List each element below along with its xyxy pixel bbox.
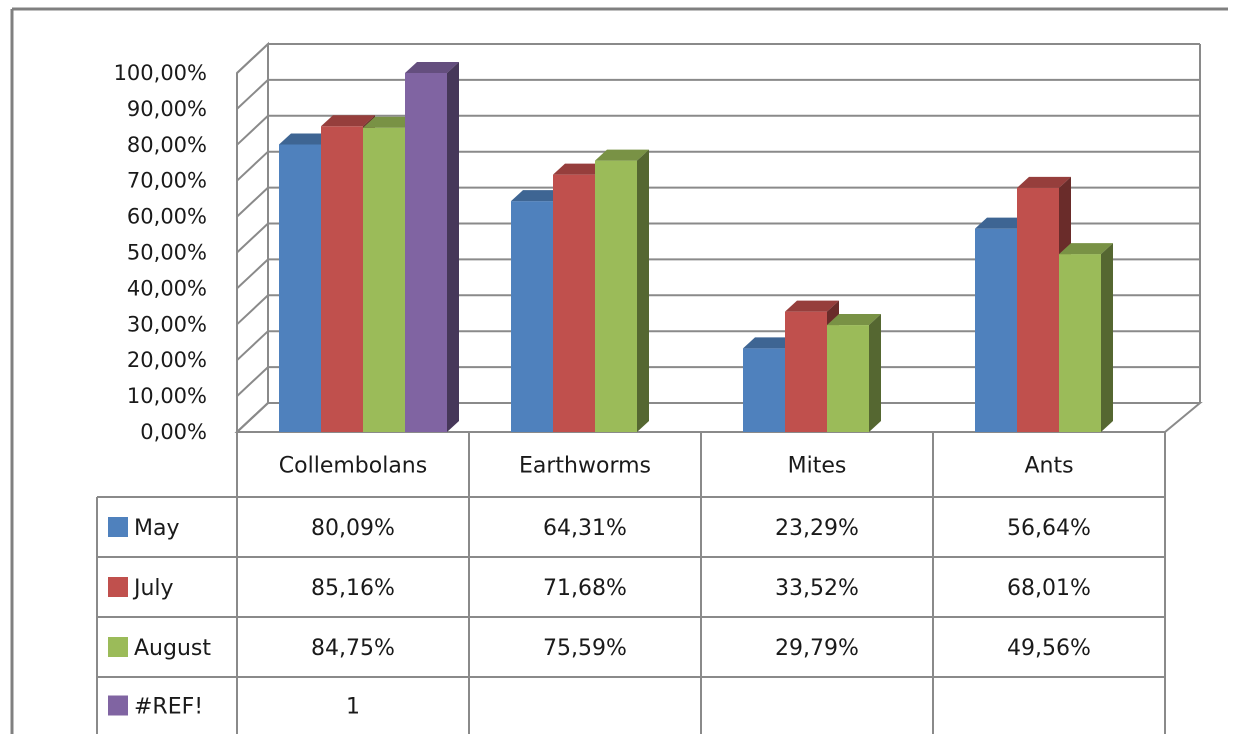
y-tick-label: 70,00% — [127, 169, 207, 193]
bars — [279, 62, 1113, 432]
series-name: July — [132, 576, 174, 601]
gridline — [236, 330, 1200, 361]
bar-top — [975, 217, 1029, 229]
bar-top — [743, 337, 797, 349]
y-tick-label: 60,00% — [127, 205, 207, 229]
bar — [827, 314, 881, 432]
bar-top — [321, 115, 375, 127]
data-label: 64,31% — [543, 516, 627, 541]
bar-top — [1059, 243, 1113, 255]
bar-top — [595, 149, 649, 161]
y-tick-label: 50,00% — [127, 241, 207, 265]
legend-key — [108, 637, 128, 657]
series-name: #REF! — [134, 695, 203, 720]
y-tick-label: 0,00% — [140, 420, 207, 444]
legend-key — [108, 517, 128, 537]
gridline — [236, 150, 1200, 182]
legend-key — [108, 577, 128, 597]
bar-side — [447, 62, 459, 432]
y-tick-label: 100,00% — [114, 61, 207, 85]
bar-front — [1059, 254, 1101, 432]
bar-front — [553, 174, 595, 432]
gridline — [236, 78, 1200, 110]
data-label: 49,56% — [1007, 636, 1091, 661]
gridline — [236, 114, 1200, 146]
bar — [595, 149, 649, 432]
category-label: Earthworms — [519, 454, 651, 479]
data-label: 75,59% — [543, 636, 627, 661]
bar-front — [743, 348, 785, 432]
category-label: Ants — [1024, 454, 1073, 479]
bar-front — [511, 201, 553, 432]
bar-side — [869, 314, 881, 432]
y-tick-label: 90,00% — [127, 97, 207, 121]
data-label: 29,79% — [775, 636, 859, 661]
gridline — [236, 258, 1200, 290]
y-tick-label: 20,00% — [127, 348, 207, 372]
bar-top — [279, 133, 333, 145]
data-label: 71,68% — [543, 576, 627, 601]
series-name: May — [134, 516, 179, 541]
gridline — [236, 186, 1200, 218]
y-tick-label: 10,00% — [127, 384, 207, 408]
gridline — [236, 222, 1200, 254]
series-name: August — [134, 636, 211, 661]
bar — [511, 190, 565, 432]
bar-top — [1017, 176, 1071, 188]
bar-front — [1017, 187, 1059, 432]
chart-frame — [10, 7, 1228, 734]
bar-top — [553, 163, 607, 175]
gridline — [236, 43, 1200, 74]
y-axis-ticks: 0,00% 10,00% 20,00% 30,00% 40,00% 50,00% 60,00… — [114, 61, 207, 444]
data-label: 1 — [346, 695, 360, 720]
bar-front — [975, 228, 1017, 432]
bar-front — [785, 311, 827, 432]
bar-top — [785, 300, 839, 312]
bar-side — [637, 149, 649, 432]
data-label: 56,64% — [1007, 516, 1091, 541]
data-label: 33,52% — [775, 576, 859, 601]
bar-front — [827, 325, 869, 432]
bar-top — [511, 190, 565, 202]
bar-side — [1101, 243, 1113, 432]
y-tick-label: 80,00% — [127, 133, 207, 157]
legend-key — [108, 695, 128, 716]
gridlines — [236, 43, 1200, 433]
data-label: 23,29% — [775, 516, 859, 541]
data-table: Collembolans Earthworms Mites Ants May 80,09%… — [96, 432, 1166, 734]
bar-front — [595, 160, 637, 432]
bar-front — [321, 126, 363, 432]
bar-top — [405, 62, 459, 73]
bar-front — [363, 127, 405, 432]
bar — [1059, 243, 1113, 432]
bar-top — [363, 116, 417, 128]
category-label: Collembolans — [279, 454, 427, 479]
gridline — [236, 366, 1200, 397]
data-label: 68,01% — [1007, 576, 1091, 601]
bar-top — [827, 314, 881, 326]
bar — [405, 62, 459, 432]
y-tick-label: 40,00% — [127, 276, 207, 300]
y-tick-label: 30,00% — [127, 312, 207, 336]
data-label: 80,09% — [311, 516, 395, 541]
gridline — [236, 402, 1200, 433]
bar-front — [279, 144, 321, 432]
gridline — [236, 294, 1200, 326]
bar-front — [405, 73, 447, 432]
data-label: 85,16% — [311, 576, 395, 601]
data-label: 84,75% — [311, 636, 395, 661]
category-label: Mites — [788, 454, 847, 479]
